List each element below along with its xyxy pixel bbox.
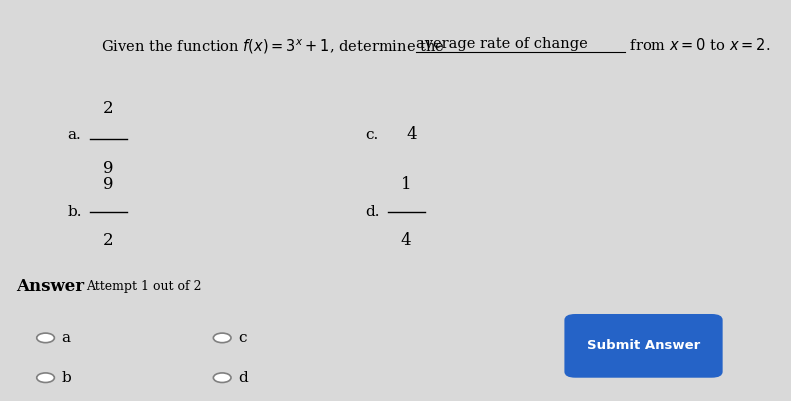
Text: 2: 2 [103, 232, 113, 249]
Text: from $x = 0$ to $x = 2$.: from $x = 0$ to $x = 2$. [626, 37, 771, 53]
FancyBboxPatch shape [565, 314, 723, 378]
Circle shape [214, 333, 231, 343]
Text: Answer: Answer [16, 277, 84, 295]
Circle shape [214, 373, 231, 383]
Text: 9: 9 [103, 160, 113, 177]
Text: d: d [238, 371, 248, 385]
Text: Submit Answer: Submit Answer [587, 339, 700, 352]
Circle shape [36, 373, 55, 383]
Text: 4: 4 [406, 126, 417, 143]
Text: average rate of change: average rate of change [416, 37, 588, 51]
Text: 1: 1 [401, 176, 411, 193]
Circle shape [36, 333, 55, 343]
Text: 4: 4 [401, 232, 411, 249]
Text: 9: 9 [103, 176, 113, 193]
Text: 2: 2 [103, 100, 113, 117]
Text: c: c [238, 331, 247, 345]
Text: b: b [62, 371, 71, 385]
Text: c.: c. [365, 128, 379, 142]
Text: b.: b. [67, 205, 82, 219]
Text: a: a [62, 331, 70, 345]
Text: Given the function $f(x) = 3^x + 1$, determine the: Given the function $f(x) = 3^x + 1$, det… [100, 37, 445, 56]
Text: d.: d. [365, 205, 380, 219]
Text: Attempt 1 out of 2: Attempt 1 out of 2 [86, 279, 202, 293]
Text: a.: a. [67, 128, 81, 142]
